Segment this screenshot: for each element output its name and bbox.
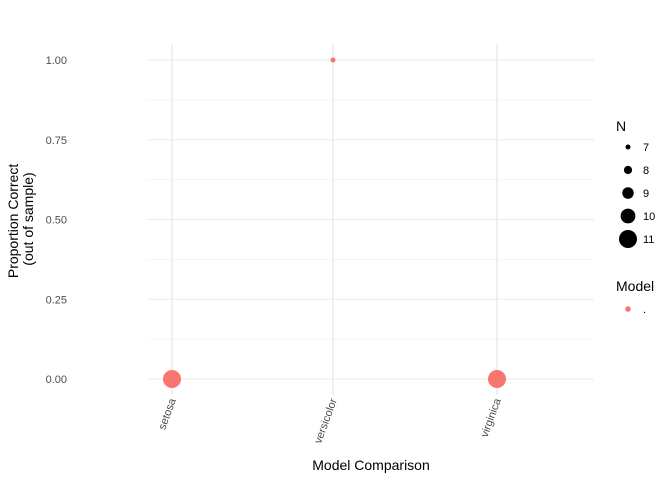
x-axis-title: Model Comparison	[312, 457, 430, 473]
legend-size-key	[623, 165, 633, 175]
legend-color-label: .	[643, 304, 646, 316]
x-tick-label: versicolor	[312, 397, 339, 446]
x-tick-label: setosa	[156, 396, 179, 431]
y-tick-label: 0.50	[46, 215, 67, 227]
y-axis-title-line-2: (out of sample)	[20, 172, 36, 265]
data-point	[330, 57, 336, 63]
legend-size-key	[625, 144, 631, 150]
x-tick-label: virginica	[479, 396, 504, 439]
y-axis-title: Proportion Correct (out of sample)	[5, 160, 36, 278]
legend-color-title: Model	[616, 278, 654, 294]
legend-color-key	[625, 306, 631, 312]
y-tick-label: 0.25	[46, 294, 67, 306]
legend-size-label: 7	[643, 142, 649, 154]
legend-size-label: 9	[643, 188, 649, 200]
legend-size-key	[619, 230, 637, 248]
data-points	[163, 57, 506, 388]
y-axis-title-line-1: Proportion Correct	[5, 164, 21, 278]
y-tick-label: 1.00	[46, 55, 67, 67]
x-tick-labels: setosa versicolor virginica	[156, 396, 504, 445]
legend-size: N 7 8 9 10 11	[616, 118, 655, 248]
major-gridlines	[148, 44, 594, 395]
legend-size-key	[622, 187, 634, 199]
legend-size-key	[620, 208, 636, 224]
legend-color: Model .	[616, 278, 654, 316]
data-point	[163, 370, 181, 388]
y-tick-labels: 0.00 0.25 0.50 0.75 1.00	[46, 55, 67, 386]
legend-size-label: 11	[643, 234, 654, 246]
y-tick-label: 0.00	[46, 374, 67, 386]
minor-gridlines	[148, 99, 594, 340]
legend-size-label: 10	[643, 211, 655, 223]
legend-size-title: N	[616, 118, 626, 134]
y-tick-label: 0.75	[46, 135, 67, 147]
data-point	[488, 370, 506, 388]
legend-size-label: 8	[643, 165, 649, 177]
